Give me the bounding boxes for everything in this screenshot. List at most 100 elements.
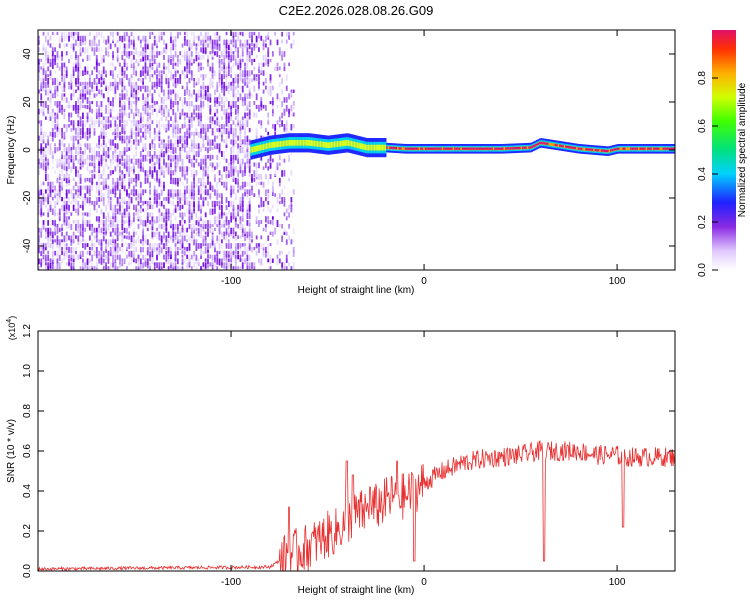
spectrogram-noise-cell [216,43,219,50]
spectrogram-noise-cell [248,254,251,261]
spectrogram-noise-cell [172,223,175,231]
spectrogram-noise-cell [86,66,89,71]
spectrogram-noise-cell [42,51,45,55]
spectrogram-noise-cell [114,166,117,172]
spectrogram-noise-cell [200,101,202,108]
spectrogram-noise-cell [248,139,251,146]
spectrogram-noise-cell [132,246,135,254]
spectrogram-noise-cell [77,31,80,37]
spectrogram-noise-cell [149,158,151,164]
spectrogram-noise-cell [121,124,124,130]
spectrogram-noise-cell [40,246,43,252]
spectrogram-noise-cell [56,131,59,138]
spectrogram-noise-cell [246,189,249,194]
spectrogram-noise-cell [283,62,286,67]
spectrogram-noise-cell [281,78,284,85]
ridge-core [298,139,301,146]
spectrogram-noise-cell [170,223,172,229]
spectrogram-noise-cell [100,120,103,125]
spectrogram-noise-cell [193,223,195,230]
ridge-core [378,144,381,151]
spectrogram-noise-cell [112,150,114,156]
spectrogram-noise-cell [188,193,191,199]
spectrogram-noise-cell [105,124,107,131]
spectrogram-noise-cell [51,131,54,137]
spectrogram-noise-cell [255,250,258,256]
spectrogram-noise-cell [262,166,265,170]
spectrogram-noise-cell [202,104,205,109]
spectrogram-noise-cell [220,150,223,157]
spectrogram-noise-cell [188,204,191,210]
spectrogram-noise-cell [253,193,256,198]
spectrogram-noise-cell [98,104,101,111]
spectrogram-noise-cell [172,43,175,51]
ridge-core [356,142,359,149]
spectrogram-noise-cell [82,158,84,165]
spectrogram-noise-cell [38,116,40,121]
spectrogram-noise-cell [130,189,133,196]
spectrogram-noise-cell [160,139,163,145]
spectrogram-noise-cell [246,120,249,128]
spectrogram-noise-cell [207,116,209,120]
spectrogram-noise-cell [260,181,263,186]
spectrogram-noise-cell [95,47,98,52]
spectrogram-noise-cell [214,208,216,214]
spectrogram-noise-cell [214,174,216,179]
spectrogram-noise-cell [271,51,274,57]
spectrogram-noise-cell [188,43,191,49]
spectrogram-noise-cell [65,223,68,229]
spectrogram-noise-cell [151,31,154,35]
spectrogram-noise-cell [47,39,50,46]
spectrogram-noise-cell [218,162,221,168]
ridge-peak [431,147,433,150]
spectrogram-noise-cell [269,74,272,81]
spectrogram-noise-cell [241,174,244,180]
spectrogram-noise-cell [156,243,158,248]
spectrogram-noise-cell [278,116,281,123]
spectrogram-noise-cell [130,258,133,265]
spectrogram-noise-cell [146,97,149,102]
spectrogram-noise-cell [223,220,226,225]
spectrogram-noise-cell [63,112,66,120]
spectrogram-noise-cell [79,93,82,100]
spectrogram-noise-cell [100,158,103,165]
spectrogram-noise-cell [65,31,68,39]
spectrogram-noise-cell [278,177,281,183]
spectrogram-noise-cell [153,39,156,46]
spectrogram-noise-cell [204,258,207,262]
spectrogram-noise-cell [56,112,59,120]
spectrogram-noise-cell [63,200,66,206]
spectrogram-noise-cell [158,200,161,206]
spectrogram-noise-cell [47,108,50,114]
spectrogram-noise-cell [158,150,161,158]
spectrogram-noise-cell [56,108,59,114]
spectrogram-noise-cell [61,85,63,93]
spectrogram-noise-cell [241,143,244,147]
spectrogram-noise-cell [223,43,226,49]
spectrogram-noise-cell [77,35,80,41]
spectrogram-noise-cell [214,39,216,45]
spectrogram-noise-cell [40,131,43,136]
spectrogram-noise-cell [225,108,228,114]
spectrogram-noise-cell [225,262,228,269]
spectrogram-noise-cell [167,170,170,175]
spectrogram-noise-cell [163,139,165,143]
spectrogram-noise-cell [86,212,89,217]
spectrogram-noise-cell [84,35,87,41]
spectrogram-noise-cell [232,78,235,84]
spectrogram-noise-cell [75,89,77,93]
spectrogram-noise-cell [153,193,156,201]
spectrogram-noise-cell [167,189,170,197]
spectrogram-noise-cell [281,120,284,127]
spectrogram-noise-cell [47,78,50,85]
spectrogram-noise-cell [72,43,75,51]
spectrogram-noise-cell [102,54,105,60]
spectrogram-noise-cell [146,54,149,61]
spectrogram-noise-cell [197,39,200,46]
spectrogram-noise-cell [128,54,131,59]
spectrogram-noise-cell [102,147,105,153]
spectrogram-noise-cell [114,250,117,254]
spectrogram-noise-cell [95,250,98,257]
spectrogram-noise-cell [144,143,147,150]
spectrogram-noise-cell [86,97,89,104]
